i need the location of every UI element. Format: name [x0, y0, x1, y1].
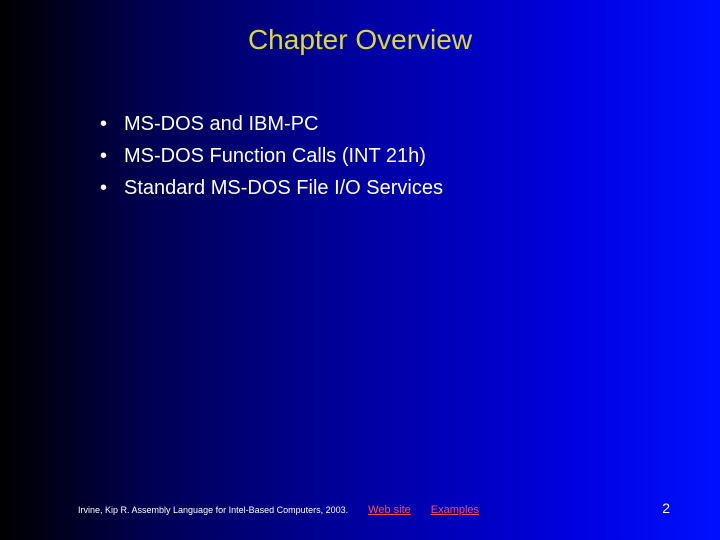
slide-title: Chapter Overview — [0, 24, 720, 56]
page-number: 2 — [662, 500, 670, 516]
website-link[interactable]: Web site — [368, 504, 411, 516]
list-item: • Standard MS-DOS File I/O Services — [100, 174, 660, 202]
list-item: • MS-DOS Function Calls (INT 21h) — [100, 142, 660, 170]
bullet-text: MS-DOS and IBM-PC — [124, 110, 318, 138]
bullet-text: Standard MS-DOS File I/O Services — [124, 174, 443, 202]
citation-text: Irvine, Kip R. Assembly Language for Int… — [78, 505, 348, 515]
list-item: • MS-DOS and IBM-PC — [100, 110, 660, 138]
examples-link[interactable]: Examples — [431, 504, 479, 516]
bullet-text: MS-DOS Function Calls (INT 21h) — [124, 142, 426, 170]
bullet-icon: • — [100, 110, 124, 138]
bullet-icon: • — [100, 142, 124, 170]
bullet-list: • MS-DOS and IBM-PC • MS-DOS Function Ca… — [100, 110, 660, 206]
slide: Chapter Overview • MS-DOS and IBM-PC • M… — [0, 0, 720, 540]
footer: Irvine, Kip R. Assembly Language for Int… — [78, 504, 680, 516]
bullet-icon: • — [100, 174, 124, 202]
